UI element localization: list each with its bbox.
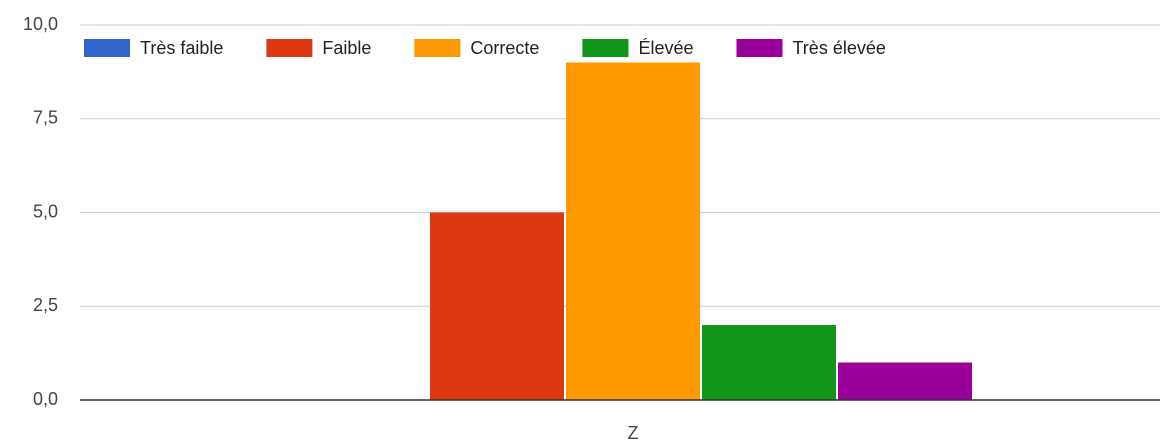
legend-label: Faible [322, 38, 371, 58]
legend-label: Très faible [140, 38, 223, 58]
y-tick-label: 0,0 [33, 389, 58, 409]
y-tick-label: 10,0 [23, 14, 58, 34]
y-tick-label: 2,5 [33, 295, 58, 315]
bar [838, 362, 972, 400]
bar [430, 212, 564, 400]
bar [702, 325, 836, 400]
legend-label: Élevée [638, 38, 693, 58]
x-tick-label: Z [628, 423, 639, 440]
y-tick-label: 5,0 [33, 201, 58, 221]
legend-swatch [414, 39, 461, 57]
legend-swatch [266, 39, 313, 57]
legend-swatch [582, 39, 629, 57]
legend-label: Très élevée [792, 38, 885, 58]
legend-swatch [84, 39, 130, 57]
y-tick-label: 7,5 [33, 108, 58, 128]
legend-label: Correcte [470, 38, 539, 58]
legend-swatch [736, 39, 783, 57]
bar [566, 62, 700, 400]
